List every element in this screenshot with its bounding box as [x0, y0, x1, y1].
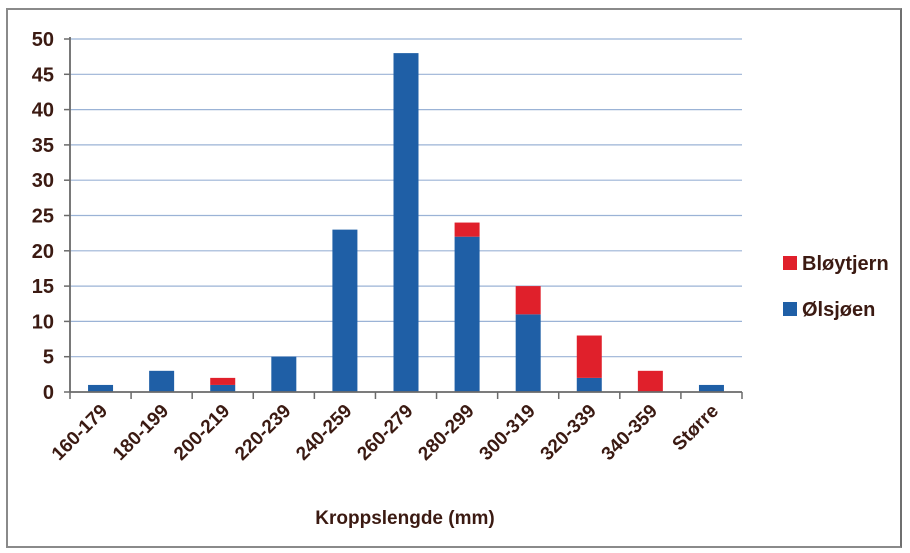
x-tick-label: 340-359 [598, 401, 662, 465]
y-tick-label: 40 [32, 100, 54, 122]
bar-olsjoen [698, 384, 724, 392]
y-tick-label: 5 [43, 347, 54, 369]
bar-bloytjern [515, 286, 541, 315]
x-tick-label: Større [669, 401, 723, 455]
x-tick-label: 160-179 [48, 401, 112, 465]
bar-olsjoen [393, 53, 419, 393]
bar-bloytjern [454, 222, 480, 237]
x-tick-label: 320-339 [537, 401, 601, 465]
chart-frame [6, 8, 902, 548]
legend-label: Bløytjern [802, 253, 889, 275]
bar-olsjoen [454, 236, 480, 392]
x-axis-label: Kroppslengde (mm) [315, 508, 494, 529]
bar-bloytjern [210, 377, 236, 385]
bar-bloytjern [576, 335, 602, 378]
x-tick-label: 280-299 [414, 401, 478, 465]
bar-bloytjern [637, 370, 663, 392]
bar-olsjoen [515, 314, 541, 392]
y-tick-label: 35 [32, 135, 54, 157]
x-tick-label: 180-199 [109, 401, 173, 465]
y-tick-label: 20 [32, 241, 54, 263]
y-tick-label: 25 [32, 206, 54, 228]
x-tick-label: 300-319 [476, 401, 540, 465]
y-tick-label: 50 [32, 29, 54, 51]
bar-olsjoen [210, 384, 236, 392]
bar-olsjoen [149, 370, 175, 392]
bar-olsjoen [88, 384, 114, 392]
bar-olsjoen [576, 377, 602, 392]
y-tick-label: 45 [32, 64, 54, 86]
x-tick-label: 260-279 [353, 401, 417, 465]
bar-olsjoen [332, 229, 358, 392]
x-tick-label: 240-259 [292, 401, 356, 465]
y-tick-label: 30 [32, 170, 54, 192]
legend-swatch [783, 256, 797, 270]
y-tick-label: 15 [32, 276, 54, 298]
y-tick-label: 0 [43, 382, 54, 404]
x-tick-label: 220-239 [231, 401, 295, 465]
bar-olsjoen [271, 356, 297, 392]
y-tick-label: 10 [32, 311, 54, 333]
x-tick-label: 200-219 [170, 401, 234, 465]
legend-label: Ølsjøen [802, 299, 875, 321]
legend-swatch [783, 302, 797, 316]
